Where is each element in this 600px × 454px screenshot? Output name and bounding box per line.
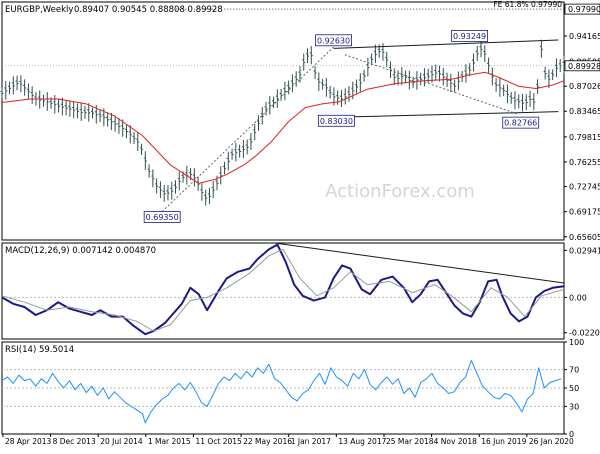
trendline-channel-top: [333, 39, 559, 49]
y-tick-label: 0.65605: [569, 233, 600, 242]
y-tick-label: 70: [569, 366, 579, 375]
macd-series-line-0: [1, 243, 565, 336]
macd-panel-frame: [1, 242, 565, 340]
annotation-label: 0.69350: [146, 213, 179, 222]
y-tick-label: 30: [569, 402, 579, 411]
y-tick-label: 0.87026: [569, 82, 600, 91]
rsi-plot: [1, 359, 564, 424]
annotation-box: [315, 34, 352, 47]
x-tick-label: 26 Jan 2020: [529, 437, 574, 446]
axes-labels: 0.941650.905050.870260.834650.798150.762…: [2, 3, 600, 446]
y-tick-label: 0.79815: [569, 133, 600, 142]
y-tick-label: 0.00: [569, 293, 587, 302]
x-tick-label: 8 Dec 2013: [53, 437, 96, 446]
x-tick-label: 4 Nov 2018: [434, 437, 477, 446]
macd-title: MACD(12,26,9) 0.007142 0.004870: [5, 246, 156, 256]
annotation-label: 0.93249: [453, 32, 486, 41]
annotation-box: [502, 116, 540, 129]
trendline-falling-dotted: [344, 54, 520, 115]
price-plot: FE 61.8% 0.97990 0.92630 0.93249 0.83030 0.8…: [0, 0, 566, 223]
y-tick-label: 0.029412: [569, 246, 600, 255]
y-tick-label: 0.83465: [569, 107, 600, 116]
y-tick-label: 0.94165: [569, 32, 600, 41]
fibo-axis-label: 0.97990: [568, 5, 600, 14]
x-tick-label: 1 Jan 2017: [291, 437, 331, 446]
x-tick-label: 1 Mar 2015: [148, 437, 191, 446]
price-title: EURGBP,Weekly: [5, 5, 73, 15]
annotation-label: 0.83030: [320, 117, 353, 126]
annotation-label: 0.92630: [317, 36, 350, 45]
fibo-label: FE 61.8% 0.97990: [493, 0, 562, 9]
x-tick-label: 13 Aug 2017: [338, 437, 386, 446]
y-tick-label: 0.76255: [569, 158, 600, 167]
x-tick-label: 20 Jul 2014: [100, 437, 143, 446]
x-tick-label: 22 May 2016: [243, 437, 292, 446]
trendline-channel-bottom: [333, 111, 559, 118]
annotation-label: 0.82766: [504, 119, 537, 128]
x-tick-label: 28 Apr 2013: [5, 437, 52, 446]
last-price-box: [564, 60, 600, 72]
rsi-series-line-0: [1, 359, 562, 424]
x-tick-label: 11 Oct 2015: [195, 437, 242, 446]
watermark: ActionForex.com: [325, 181, 475, 202]
y-tick-label: 0: [569, 430, 574, 439]
y-tick-label: 50: [569, 384, 579, 393]
rsi-title: RSI(14) 59.5014: [5, 345, 74, 355]
trendline-rising-dotted: [161, 46, 334, 212]
last-price-label: 0.89928: [568, 62, 600, 71]
x-tick-label: 16 Jun 2019: [481, 437, 526, 446]
x-tick-label: 25 Mar 2018: [386, 437, 434, 446]
macd-series-line-1: [1, 248, 565, 332]
y-tick-label: 100: [569, 338, 584, 347]
price-series-line-1: [1, 71, 565, 184]
y-tick-label: 0.69175: [569, 208, 600, 217]
annotation-box: [317, 114, 355, 127]
annotation-box: [451, 30, 488, 42]
annotation-box: [143, 211, 181, 223]
trendline-macd-falling: [274, 242, 565, 284]
macd-plot: [1, 242, 565, 336]
y-tick-label: -0.022074: [569, 329, 600, 338]
y-tick-label: 0.72745: [569, 183, 600, 192]
price-ohlc: 0.89407 0.90545 0.88808 0.89928: [74, 5, 223, 15]
fibo-axis-box: [564, 3, 600, 15]
